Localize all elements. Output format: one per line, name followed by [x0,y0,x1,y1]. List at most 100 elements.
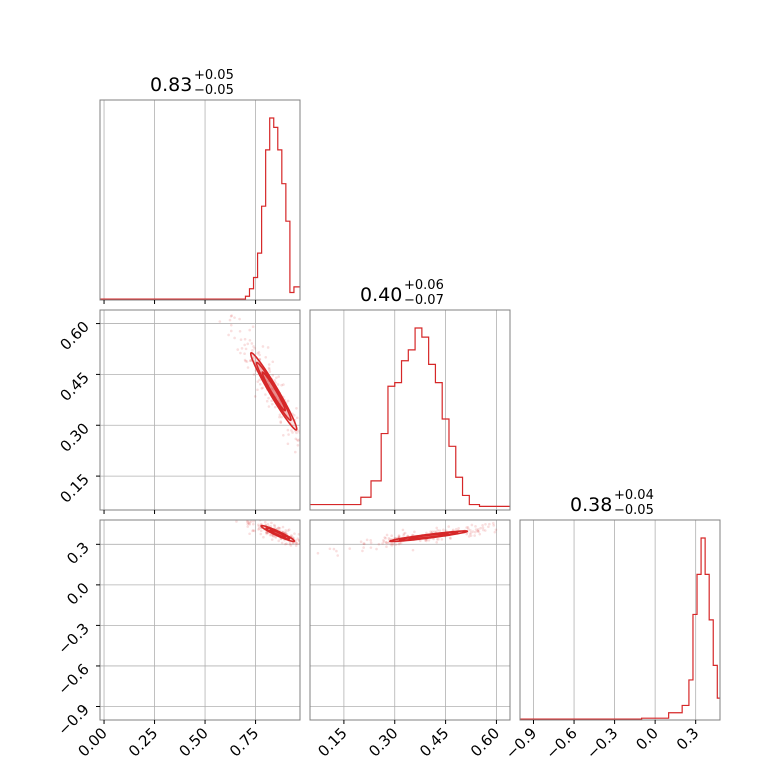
sample-point [256,380,260,383]
sample-point [394,543,398,546]
sample-point [279,421,283,425]
sample-point [271,374,275,377]
panel-frame [309,309,511,511]
sample-point [476,530,480,533]
sample-point [243,352,246,356]
panel-2-2: −0.9 −0.6 −0.3 0.0 0.3 0.38 +0.04−0.05 [502,488,721,760]
sample-point [252,515,255,518]
sample-point [494,528,498,532]
sample-point [436,529,440,532]
y-tick-label: 0.45 [56,369,92,405]
sample-point [296,537,300,540]
sample-point [488,522,491,526]
sample-point [451,528,455,532]
x-tick-label: 0.0 [632,724,662,754]
sample-point [251,325,255,329]
sample-point [449,537,452,540]
sample-point [270,533,274,537]
sample-point [246,342,250,346]
y-tick-label: 0.60 [56,318,92,354]
sample-point [303,433,306,436]
sample-point [469,531,473,534]
sample-point [268,370,272,373]
sample-point [403,531,407,535]
sample-point [467,527,470,531]
sample-point [297,532,300,536]
sample-point [365,538,369,542]
sample-point [286,399,290,403]
sample-point [279,420,283,423]
x-tick-label: −0.6 [542,724,580,760]
sample-point [470,523,474,527]
sample-point [427,538,431,542]
sample-point [277,375,281,378]
sample-point [278,526,282,530]
sample-point [311,545,314,548]
sample-point [267,405,271,408]
sample-point [292,414,296,417]
sample-point [282,383,285,386]
sample-point [266,346,270,349]
sample-point [264,393,267,396]
panel-plot-area [100,100,300,300]
sample-point [361,549,364,553]
sample-point [247,514,250,517]
sample-point [248,514,251,517]
sample-point [251,529,254,533]
x-tick-label: 0.60 [467,724,503,760]
sample-point [249,520,253,523]
sample-point [302,440,305,443]
sample-point [295,406,298,410]
x-tick-label: 0.45 [416,724,452,760]
sample-point [245,520,249,523]
sample-point [240,347,244,350]
sample-point [269,524,272,528]
sample-point [227,333,230,337]
x-tick-label: 0.3 [673,724,703,754]
sample-point [259,522,263,526]
sample-point [248,523,251,526]
sample-point [261,386,264,390]
sample-point [257,525,261,528]
sample-point [257,527,261,530]
sample-point [229,329,233,333]
panel-1-1: 0.40 +0.06−0.07 [309,278,511,514]
sample-point [235,520,238,523]
sample-point [253,395,257,398]
sample-point [238,317,241,321]
title-plus: +0.04 [614,488,654,503]
sample-point [384,536,387,540]
sample-point [328,547,332,551]
sample-point [448,536,452,540]
sample-point [469,528,472,532]
sample-point [476,529,479,532]
sample-point [274,536,278,539]
sample-point [390,534,394,538]
sample-point [302,451,305,454]
sample-point [233,336,236,340]
panel-frame [519,519,721,721]
panel-plot-area [310,310,510,510]
sample-point [303,445,306,448]
sample-point [273,525,277,528]
sample-point [228,318,232,322]
panel-1-0: 0.15 0.30 0.45 0.60 [56,309,306,514]
sample-point [244,347,248,351]
sample-point [433,530,436,533]
sample-point [386,541,390,545]
sample-point [326,557,329,560]
sample-point [243,337,247,341]
sample-point [265,532,268,536]
sample-point [303,438,306,441]
sample-point [250,342,254,345]
sample-point [435,526,439,530]
sample-point [268,368,271,371]
sample-point [392,542,395,546]
sample-point [432,537,435,541]
sample-point [369,546,373,549]
sample-point [238,514,241,517]
sample-point [247,522,251,525]
sample-point [465,532,468,536]
sample-point [284,531,288,534]
sample-point [233,316,236,319]
